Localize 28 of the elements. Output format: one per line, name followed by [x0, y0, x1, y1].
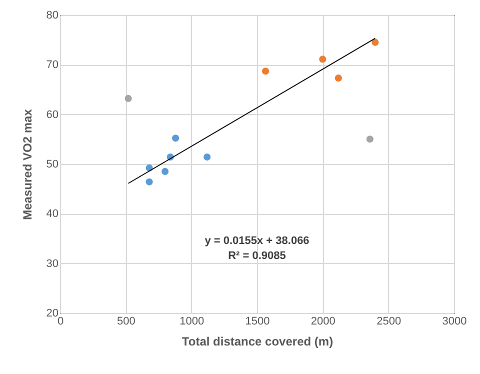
point: [162, 168, 169, 175]
annotation: R² = 0.9085: [228, 250, 286, 262]
y-tick-label: 20: [46, 308, 58, 320]
y-tick-label: 30: [46, 258, 58, 270]
y-tick-label: 70: [46, 59, 58, 72]
annotation: y = 0.0155x + 38.066: [204, 235, 310, 247]
x-axis-title: Total distance covered (m): [182, 334, 334, 348]
point: [204, 154, 211, 161]
point: [172, 134, 180, 142]
y-tick-label: 60: [46, 108, 58, 121]
y-axis-title: Measured VO2 max: [20, 108, 34, 220]
point: [366, 136, 374, 143]
x-tick-label: 2500: [376, 316, 402, 328]
point: [146, 178, 153, 186]
point: [319, 56, 326, 63]
x-tick-label: 2000: [310, 316, 336, 328]
x-tick-label: 500: [116, 316, 136, 328]
x-tick-label: 1000: [180, 316, 204, 328]
x-tick-label: 0: [57, 316, 64, 328]
point: [372, 38, 379, 46]
x-tick-label: 3000: [442, 316, 467, 328]
y-tick-label: 80: [46, 10, 58, 22]
point: [262, 68, 270, 75]
point: [334, 74, 342, 82]
x-tick-label: 1500: [245, 316, 270, 328]
y-tick-label: 40: [46, 208, 58, 220]
point: [124, 94, 132, 102]
y-tick-label: 50: [46, 158, 58, 170]
